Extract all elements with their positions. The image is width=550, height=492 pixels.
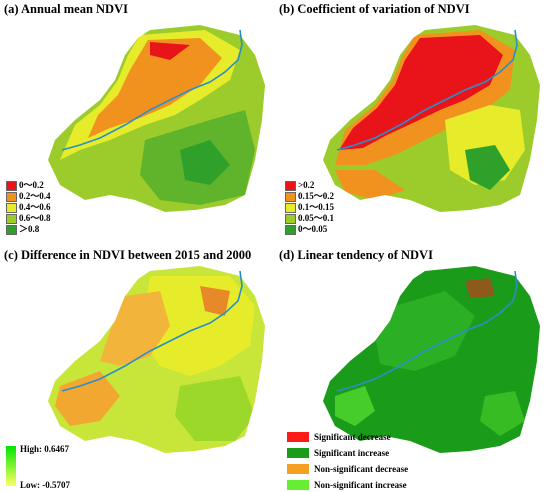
- legend-swatch: [287, 464, 309, 474]
- legend-swatch: [6, 214, 17, 224]
- legend-swatch: [285, 192, 296, 202]
- legend-swatch: [285, 203, 296, 213]
- legend-label: Non-significant increase: [314, 480, 407, 490]
- legend-swatch: [6, 203, 17, 213]
- river-line: [61, 29, 243, 151]
- panel-title: (c) Difference in NDVI between 2015 and …: [4, 248, 252, 262]
- river-line: [336, 29, 518, 151]
- panel-linear-tendency: (d) Linear tendency of NDVI Significant …: [275, 246, 550, 492]
- legend-label: 0.1～0.15: [298, 202, 335, 212]
- legend-label: 0.05～0.1: [298, 213, 335, 223]
- map-coefficient-of-variation: [323, 25, 540, 212]
- map-linear-tendency: [323, 266, 540, 453]
- legend-label: >0.2: [298, 180, 315, 190]
- panel-title: (d) Linear tendency of NDVI: [279, 248, 433, 262]
- legend-swatch: [287, 480, 309, 490]
- map-ndvi-difference: [48, 266, 265, 453]
- gradient-bar: [6, 446, 16, 486]
- legend-label: 0～0.2: [19, 180, 44, 190]
- legend-swatch: [285, 214, 296, 224]
- river-line: [61, 270, 243, 392]
- legend-label: Significant increase: [314, 448, 390, 458]
- legend-label: 0.15～0.2: [298, 191, 335, 201]
- legend-swatch: [287, 448, 309, 458]
- river-line: [336, 270, 518, 392]
- legend-high-label: High: 0.6467: [20, 444, 70, 454]
- legend-label: 0.4～0.6: [19, 202, 51, 212]
- legend-swatch: [285, 181, 296, 191]
- legend-swatch: [6, 225, 17, 235]
- legend-swatch: [6, 181, 17, 191]
- legend-swatch: [287, 432, 309, 442]
- legend-label: Non-significant decrease: [314, 464, 409, 474]
- panel-annual-mean-ndvi: (a) Annual mean NDVI 0～0.2 0.2～0.4 0.4～0…: [0, 0, 275, 246]
- legend-label: 0.6～0.8: [19, 213, 51, 223]
- panel-coefficient-of-variation: (b) Coefficient of variation of NDVI >0.…: [275, 0, 550, 246]
- legend-swatch: [6, 192, 17, 202]
- map-annual-mean-ndvi: [48, 25, 265, 212]
- legend-low-label: Low: -0.5707: [20, 480, 70, 490]
- legend-label: 0.2～0.4: [19, 191, 51, 201]
- panel-title: (a) Annual mean NDVI: [4, 2, 128, 16]
- legend-label: ＞0.8: [19, 224, 40, 234]
- panel-title: (b) Coefficient of variation of NDVI: [279, 2, 470, 16]
- legend-swatch: [285, 225, 296, 235]
- panel-ndvi-difference: (c) Difference in NDVI between 2015 and …: [0, 246, 275, 492]
- legend-label: Significant decrease: [314, 432, 391, 442]
- legend-label: 0～0.05: [298, 224, 328, 234]
